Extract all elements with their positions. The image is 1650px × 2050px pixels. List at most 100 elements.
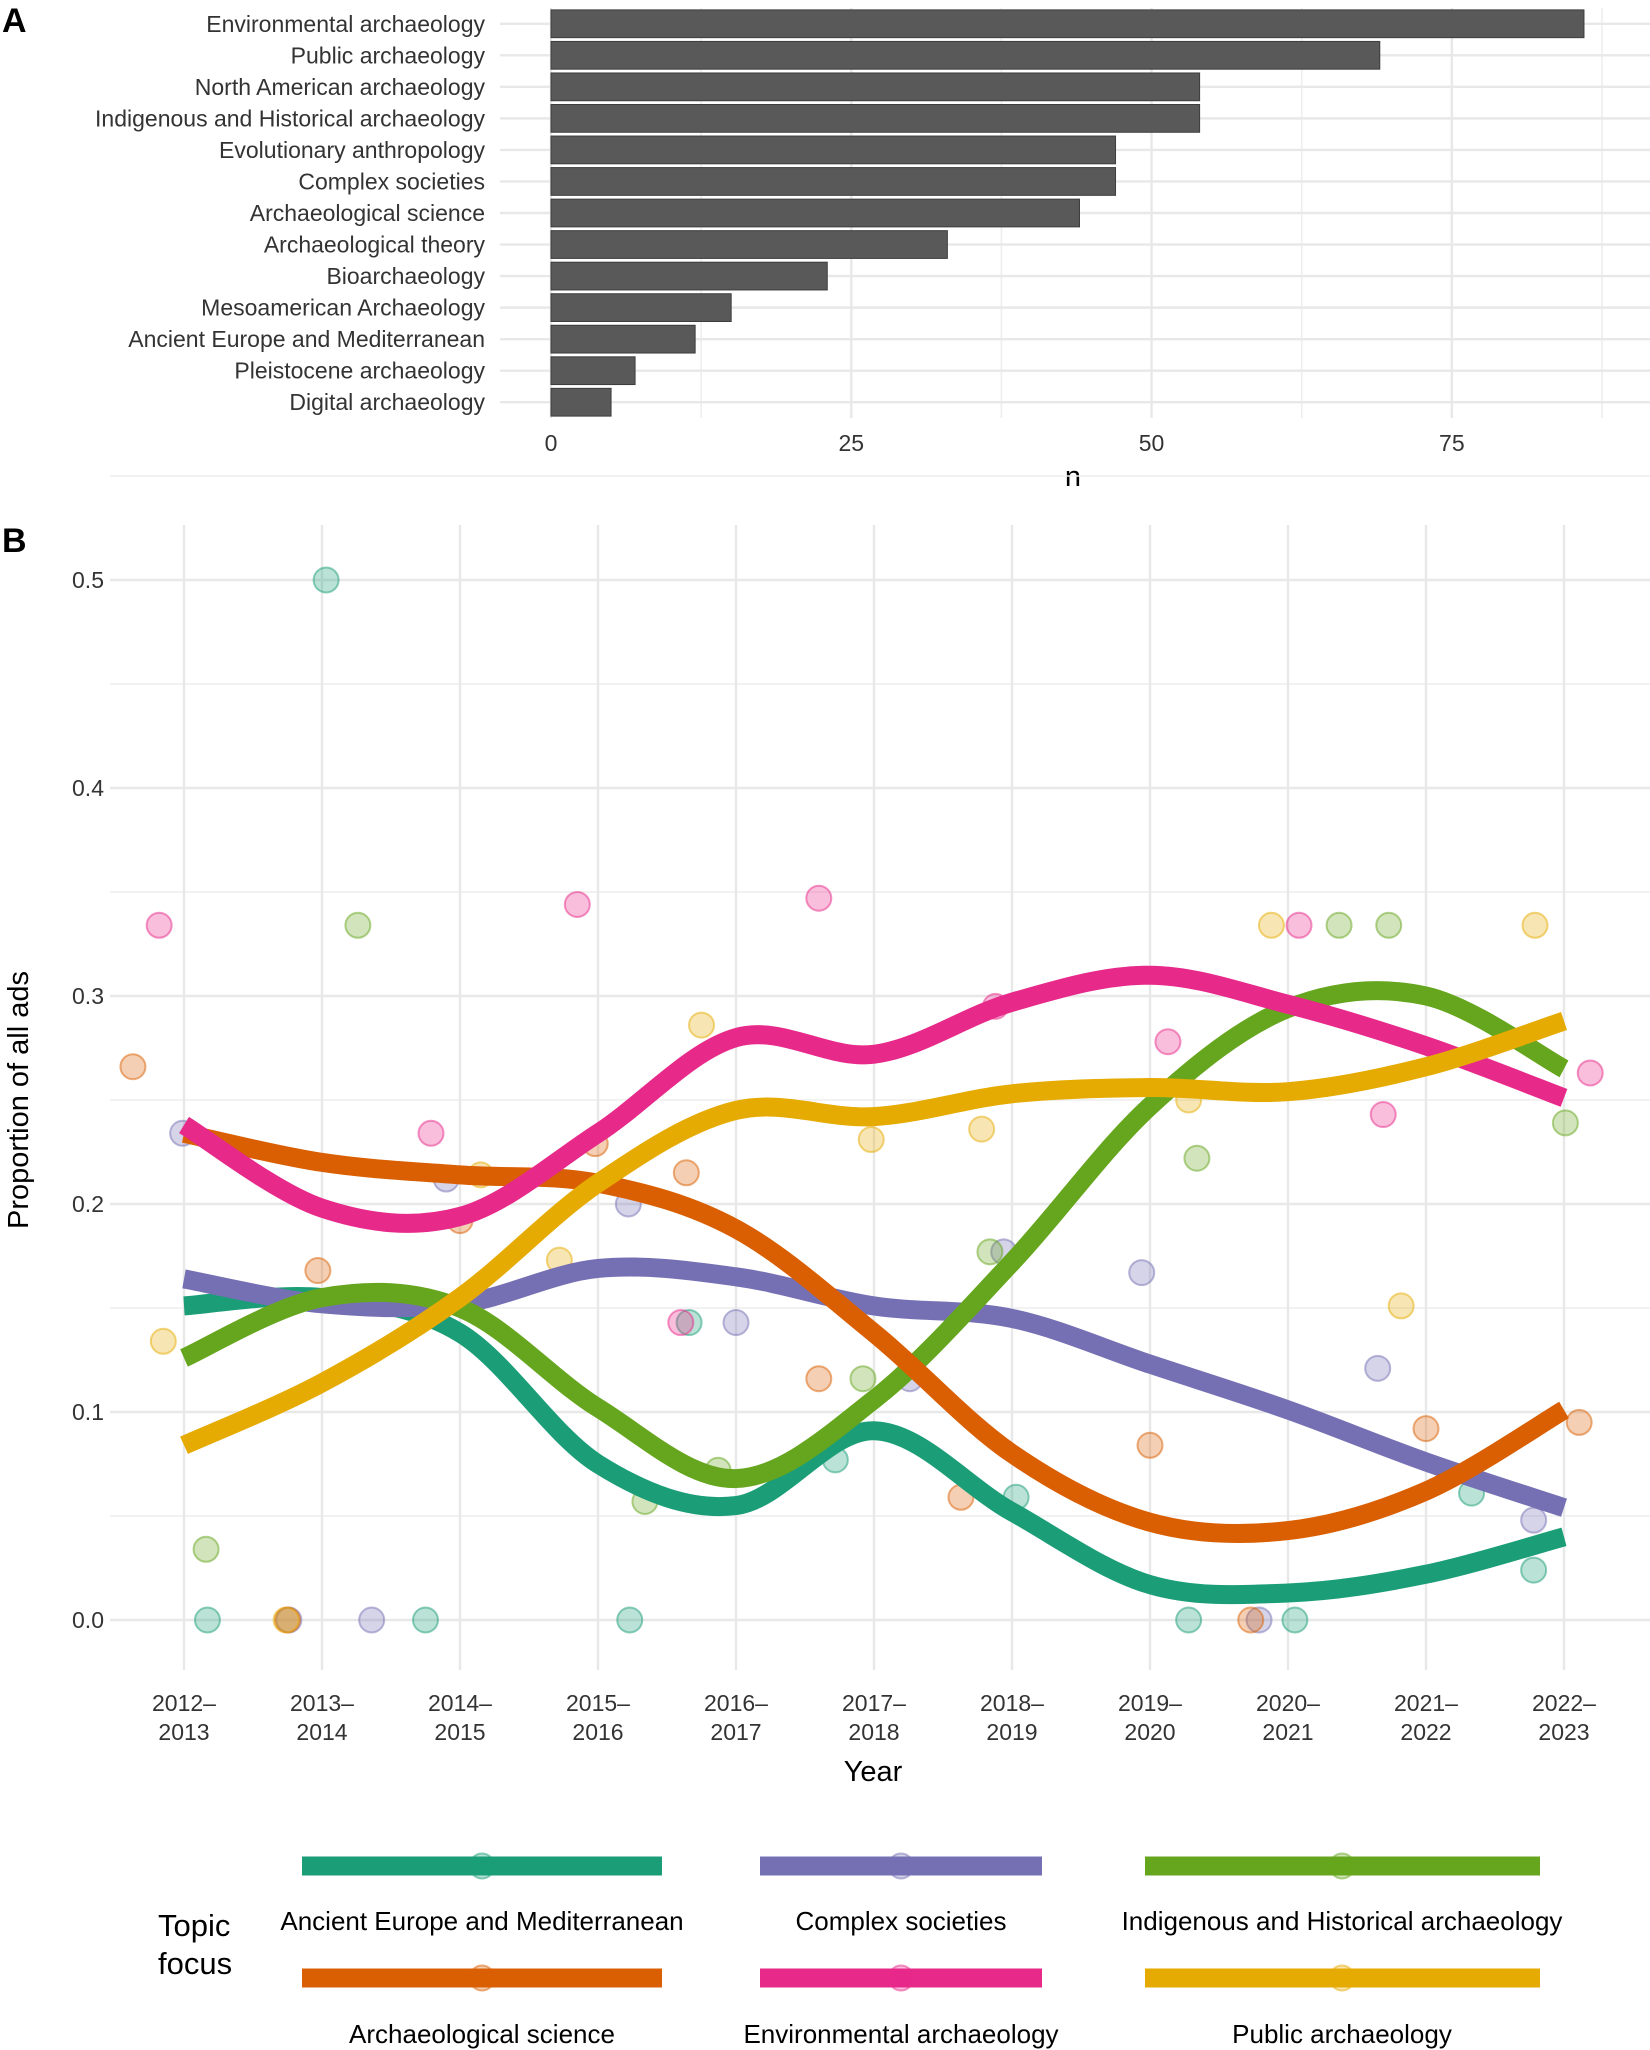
x-tick-label: 75 <box>1439 430 1465 456</box>
legend-item: Archaeological science <box>302 1964 662 2049</box>
data-point <box>1175 1606 1203 1634</box>
smooth-line <box>178 965 1568 1233</box>
x-tick-label: 25 <box>838 430 864 456</box>
data-point <box>1412 1415 1440 1443</box>
data-point <box>312 566 340 594</box>
data-point <box>1521 911 1549 939</box>
category-label: Digital archaeology <box>289 389 485 415</box>
panel-b-y-ticks: 0.0 0.1 0.2 0.3 0.4 0.5 <box>72 567 104 1633</box>
panel-label-a: A <box>2 2 27 40</box>
legend-label: Indigenous and Historical archaeology <box>1122 1906 1563 1936</box>
panel-b-y-axis-title: Proportion of all ads <box>3 971 35 1229</box>
bar <box>550 104 1201 133</box>
legend-key-point <box>887 1964 915 1992</box>
panel-b-x-axis-title: Year <box>844 1756 903 1788</box>
legend-title-line-1: Topic <box>158 1908 230 1943</box>
data-point <box>304 1257 332 1285</box>
data-point <box>1364 1354 1392 1382</box>
data-point <box>1565 1408 1593 1436</box>
data-point <box>119 1053 147 1081</box>
data-point <box>616 1606 644 1634</box>
data-point <box>417 1119 445 1147</box>
legend-key-point <box>468 1964 496 1992</box>
smooth-line <box>180 981 1569 1489</box>
panel-b-smooth-lines <box>178 965 1569 1605</box>
data-point <box>1257 911 1285 939</box>
data-point <box>672 1159 700 1187</box>
x-tick-label: 2014– 2015 <box>428 1690 492 1745</box>
legend-label: Public archaeology <box>1232 2019 1452 2049</box>
legend-item: Complex societies <box>760 1852 1042 1936</box>
category-label: Indigenous and Historical archaeology <box>95 105 485 131</box>
data-point <box>1237 1606 1265 1634</box>
data-point <box>1375 911 1403 939</box>
data-point <box>1387 1292 1415 1320</box>
bar <box>550 198 1080 228</box>
data-point <box>667 1309 695 1337</box>
x-tick-label: 50 <box>1139 430 1165 456</box>
data-point <box>1520 1506 1548 1534</box>
x-tick-label: 2016– 2017 <box>704 1690 768 1745</box>
bar <box>550 9 1585 39</box>
panel-a-bars <box>550 9 1585 417</box>
panel-a-x-axis-title: n <box>1065 461 1081 493</box>
category-label: Environmental archaeology <box>206 11 485 37</box>
legend-item: Public archaeology <box>1145 1964 1540 2049</box>
bar <box>550 261 828 291</box>
bar <box>550 40 1381 70</box>
panel-label-b: B <box>2 522 27 560</box>
y-tick-label: 0.1 <box>72 1399 104 1425</box>
data-point <box>358 1606 386 1634</box>
x-tick-label: 2021– 2022 <box>1394 1690 1458 1745</box>
bar <box>550 135 1117 165</box>
legend-key-point <box>468 1852 496 1880</box>
data-point <box>1520 1556 1548 1584</box>
data-point <box>1136 1431 1164 1459</box>
data-point <box>1576 1059 1604 1087</box>
bar <box>550 293 732 322</box>
data-point <box>193 1606 221 1634</box>
data-point <box>1128 1259 1156 1287</box>
data-point <box>1281 1606 1309 1634</box>
panel-a-category-labels: Environmental archaeology Public archaeol… <box>95 11 485 415</box>
x-tick-label: 2013– 2014 <box>290 1690 354 1745</box>
bar <box>550 230 948 259</box>
panel-a-bar-chart: A Environmental archaeology Public archae… <box>2 2 1650 493</box>
legend-label: Environmental archaeology <box>743 2019 1058 2049</box>
panel-b-x-ticks: 2012– 2013 2013– 2014 2014– 2015 2015– 2016 2016… <box>152 1690 1596 1745</box>
legend-item: Ancient Europe and Mediterranean <box>280 1852 684 1936</box>
data-point <box>563 890 591 918</box>
y-tick-label: 0.5 <box>72 567 104 593</box>
data-point <box>1369 1101 1397 1129</box>
legend-key-point <box>887 1852 915 1880</box>
x-tick-label: 2015– 2016 <box>566 1690 630 1745</box>
x-tick-label: 2020– 2021 <box>1256 1690 1320 1745</box>
data-point <box>976 1238 1004 1266</box>
x-tick-label: 0 <box>545 430 558 456</box>
x-tick-label: 2018– 2019 <box>980 1690 1044 1745</box>
data-point <box>805 1365 833 1393</box>
data-point <box>149 1327 177 1355</box>
bar <box>550 356 636 386</box>
data-point <box>344 911 372 939</box>
category-label: Complex societies <box>298 168 485 194</box>
legend-item: Indigenous and Historical archaeology <box>1122 1852 1563 1936</box>
x-tick-label: 2019– 2020 <box>1118 1690 1182 1745</box>
category-label: Archaeological science <box>250 200 485 226</box>
legend-label: Complex societies <box>796 1906 1007 1936</box>
data-point <box>849 1365 877 1393</box>
data-point <box>1285 911 1313 939</box>
legend-item: Environmental archaeology <box>743 1964 1059 2049</box>
category-label: North American archaeology <box>195 74 486 100</box>
data-point <box>857 1126 885 1154</box>
bar <box>550 72 1201 102</box>
y-tick-label: 0.3 <box>72 983 104 1009</box>
data-point <box>145 911 173 939</box>
y-tick-label: 0.0 <box>72 1607 104 1633</box>
x-tick-label: 2012– 2013 <box>152 1690 216 1745</box>
legend-title-line-2: focus <box>158 1946 232 1981</box>
bar <box>550 387 612 417</box>
legend-label: Archaeological science <box>349 2019 615 2049</box>
legend-key-point <box>1328 1964 1356 1992</box>
